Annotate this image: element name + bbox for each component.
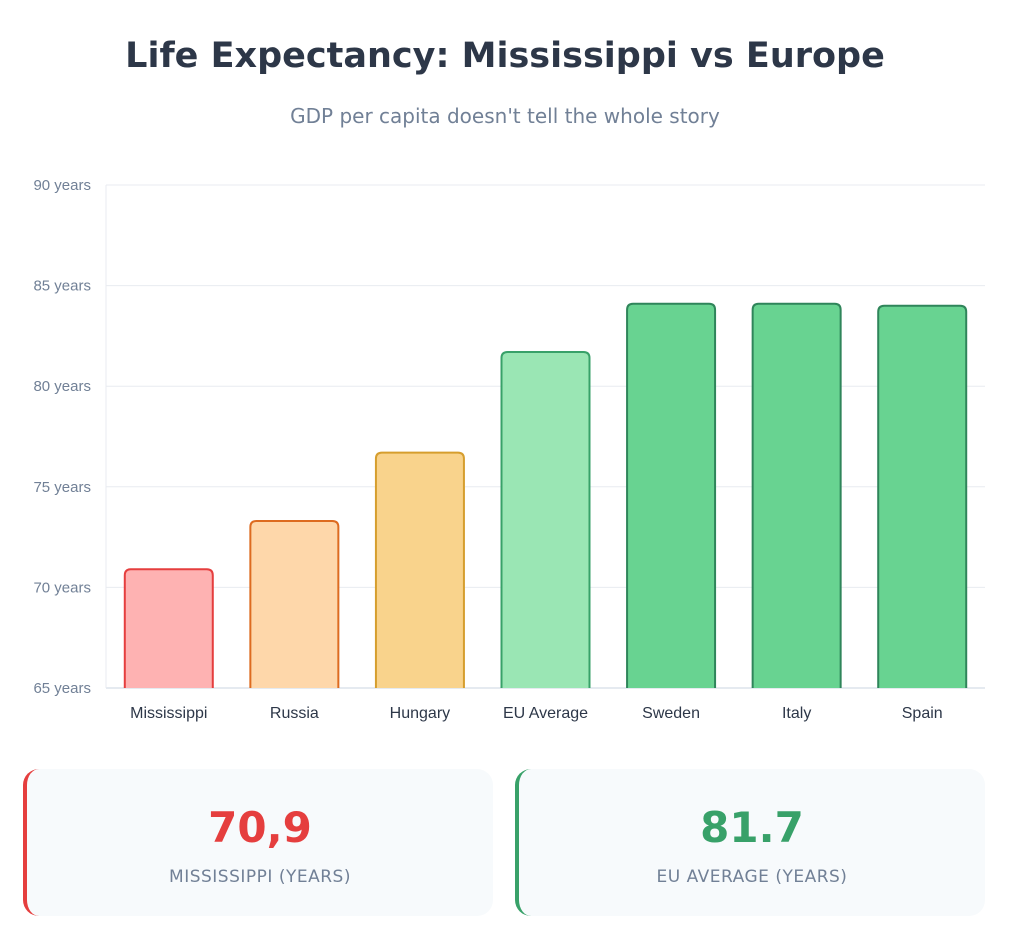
y-tick-label: 75 years (33, 479, 91, 496)
eu-average-stat-label: EU AVERAGE (YEARS) (656, 867, 848, 887)
eu-average-stat-value: 81.7 (700, 803, 804, 852)
bar-italy (751, 302, 842, 688)
y-tick-label: 70 years (33, 579, 91, 596)
chart-title: Life Expectancy: Mississippi vs Europe (125, 36, 885, 76)
life-expectancy-bar-chart: 90 years 85 years 80 years 75 years 70 years… (33, 177, 985, 722)
eu-average-stat-card: 81.7 EU AVERAGE (YEARS) (515, 769, 985, 916)
x-tick-label: EU Average (503, 705, 588, 722)
bar-russia (249, 520, 340, 688)
x-tick-label: Sweden (642, 705, 700, 722)
x-tick-label: Mississippi (130, 705, 207, 722)
x-tick-label: Russia (270, 705, 319, 722)
mississippi-stat-label: MISSISSIPPI (YEARS) (169, 867, 351, 887)
bar-mississippi (123, 568, 214, 688)
x-tick-label: Hungary (390, 705, 450, 722)
bar-sweden (626, 302, 717, 688)
y-tick-label: 85 years (33, 278, 91, 295)
chart-subtitle: GDP per capita doesn't tell the whole st… (290, 104, 720, 128)
y-tick-label: 90 years (33, 177, 91, 194)
x-axis-tick-labels: Mississippi Russia Hungary EU Average Sweden… (130, 705, 943, 722)
bar-eu-average (500, 350, 591, 688)
y-axis-tick-labels: 90 years 85 years 80 years 75 years 70 years… (33, 177, 91, 697)
mississippi-stat-value: 70,9 (208, 803, 312, 852)
mississippi-stat-card: 70,9 MISSISSIPPI (YEARS) (23, 769, 493, 916)
bar-spain (877, 304, 968, 688)
bars (123, 302, 968, 688)
y-tick-label: 80 years (33, 378, 91, 395)
x-tick-label: Spain (902, 705, 943, 722)
y-tick-label: 65 years (33, 680, 91, 697)
x-tick-label: Italy (782, 705, 811, 722)
bar-hungary (374, 451, 465, 688)
